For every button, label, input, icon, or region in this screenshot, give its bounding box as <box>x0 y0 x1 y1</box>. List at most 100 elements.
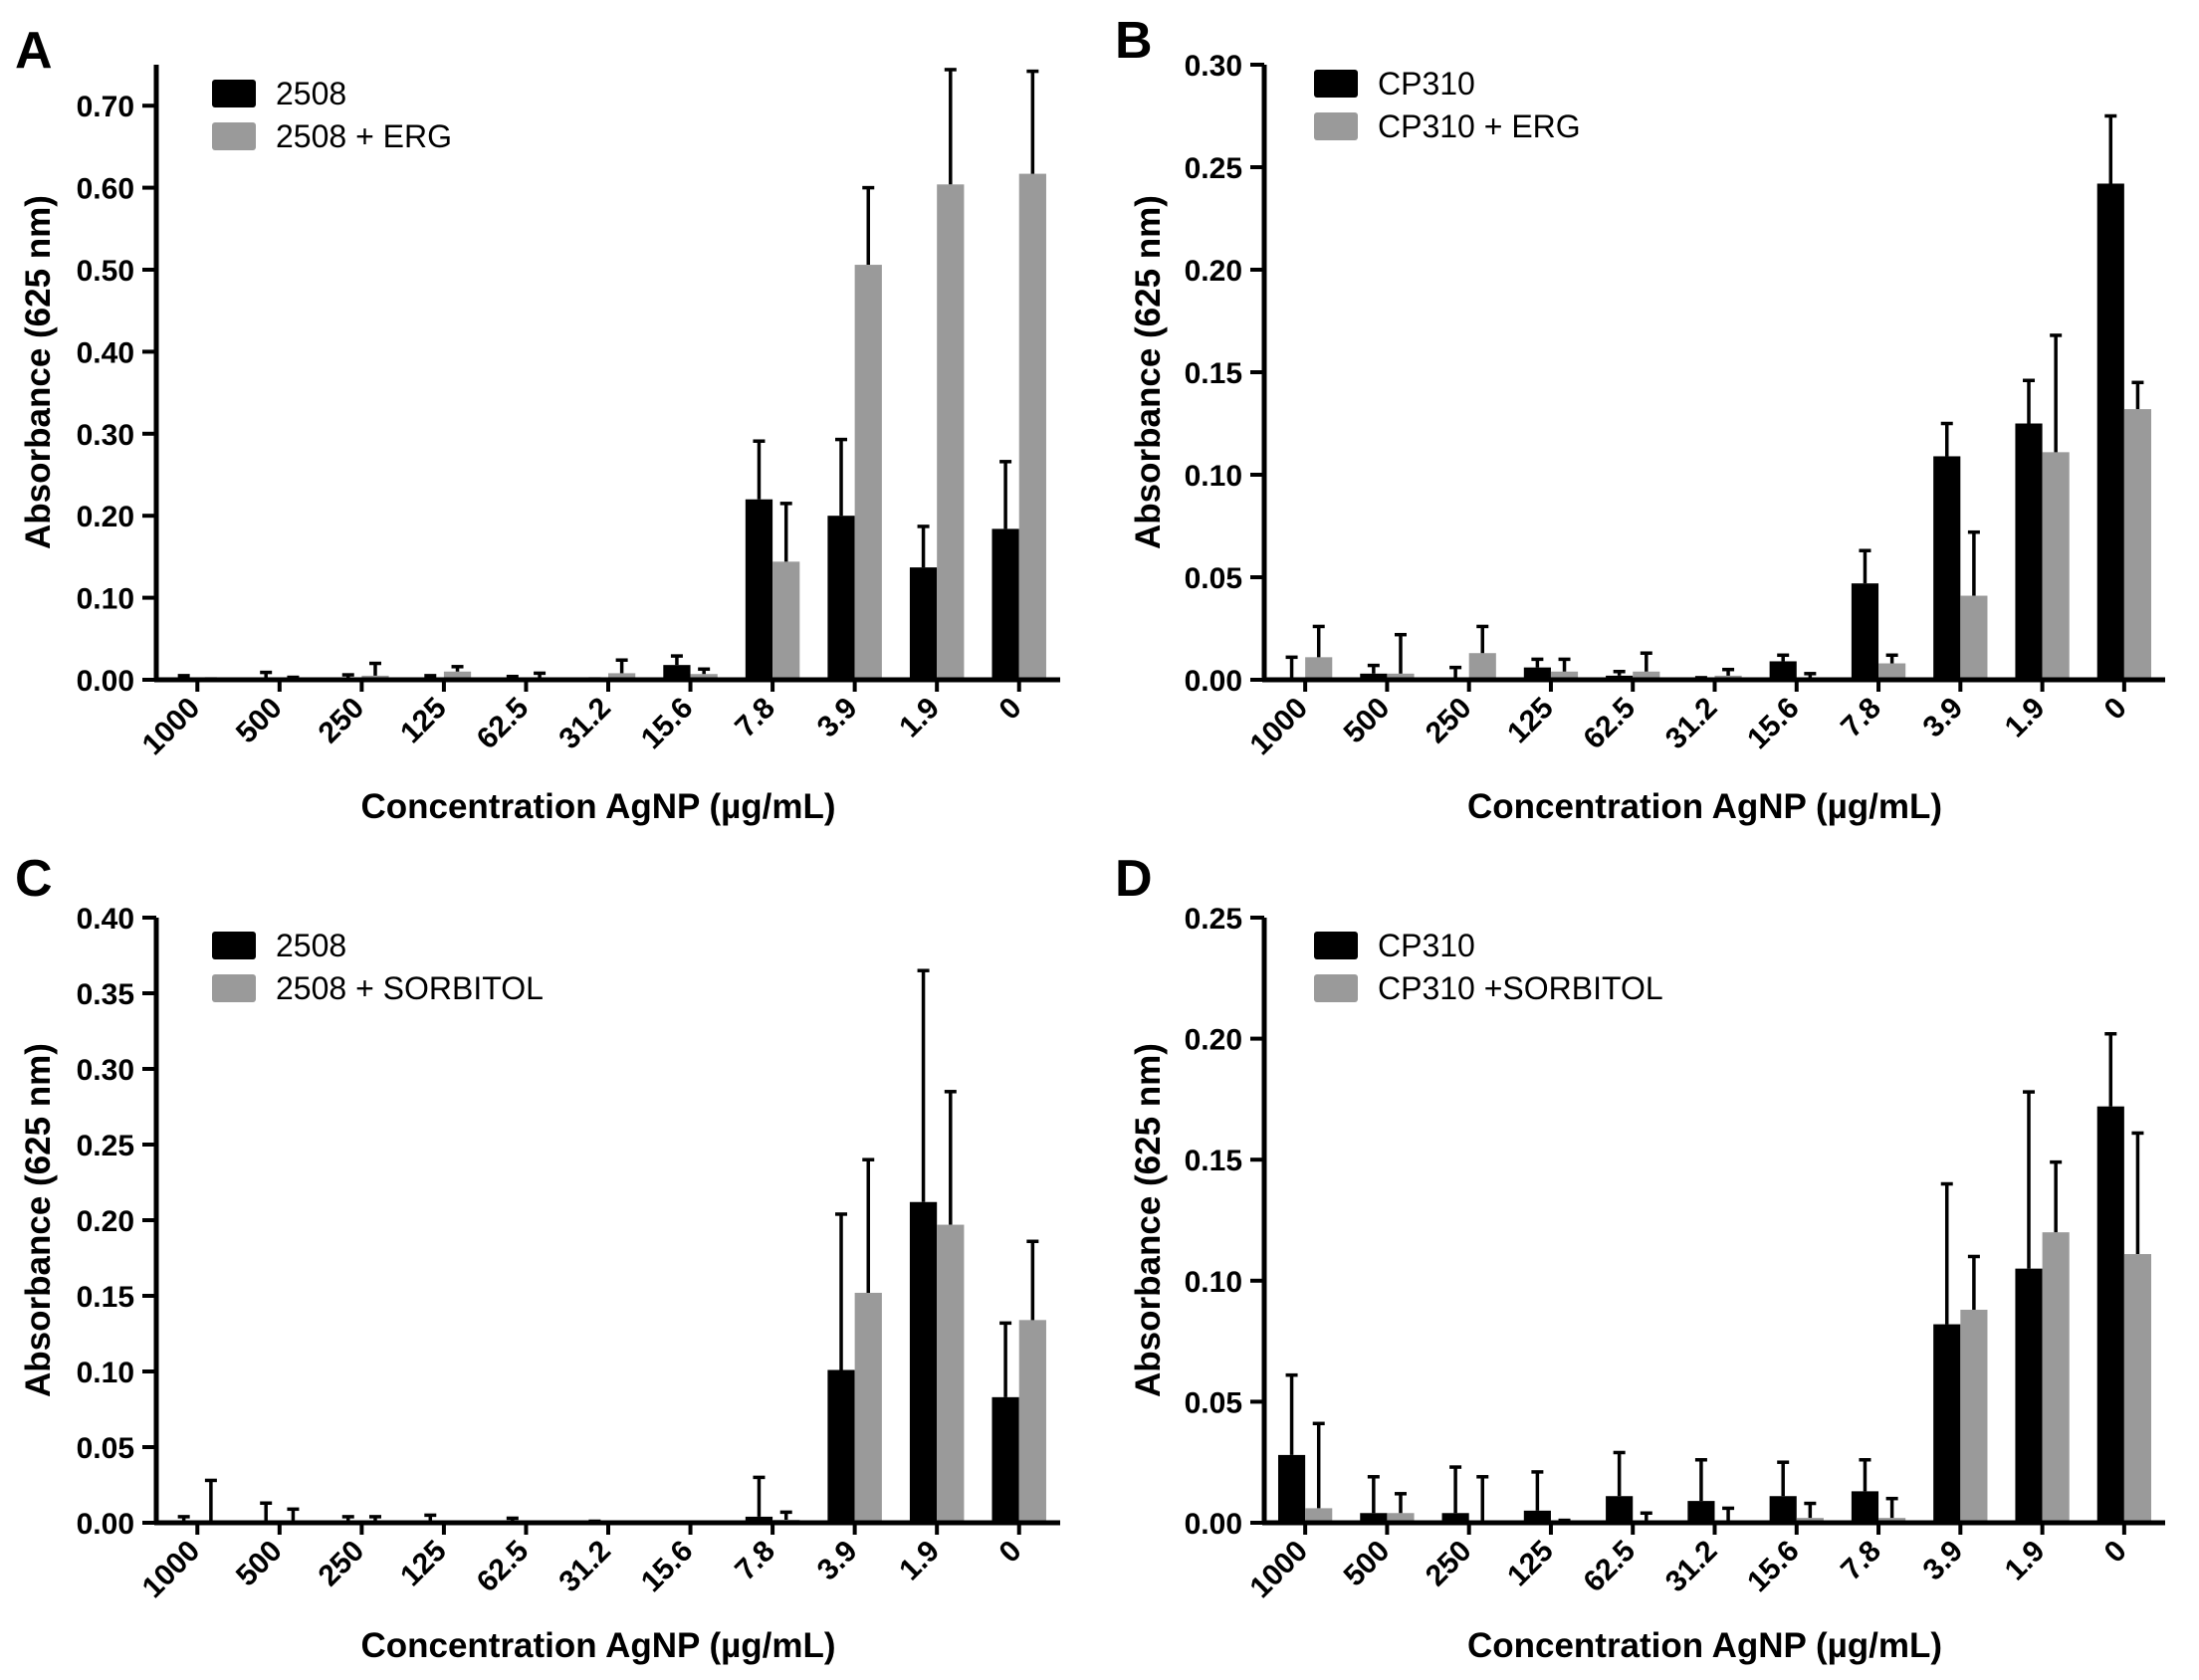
chart-panel-d: D 0.00 0.05 0.10 0.15 0.20 0.25 1000 500 250 125 62… <box>1115 850 2165 1665</box>
x-tick-label: 125 <box>1501 692 1560 750</box>
x-tick-label: 250 <box>1420 1535 1478 1593</box>
legend-swatch <box>212 80 256 107</box>
bar-d-s0-6 <box>1769 1496 1797 1523</box>
legend-label: CP310 + ERG <box>1378 108 1581 144</box>
panel-letter: A <box>15 22 53 80</box>
x-axis-title: Concentration AgNP (µg/mL) <box>360 787 835 826</box>
x-tick-label: 1000 <box>136 1535 207 1605</box>
y-tick-label: 0.20 <box>77 501 134 533</box>
bar-b-s1-2 <box>1468 653 1496 680</box>
bar-c-s0-7 <box>745 1516 773 1523</box>
bar-b-s1-10 <box>2123 409 2152 680</box>
bar-d-s0-9 <box>2015 1268 2043 1523</box>
x-tick-label: 3.9 <box>1916 1535 1969 1587</box>
x-tick-label: 31.2 <box>552 692 617 756</box>
bar-c-s0-10 <box>991 1396 1019 1523</box>
y-tick-label: 0.25 <box>1185 152 1242 185</box>
legend-label: 2508 + ERG <box>276 118 452 154</box>
x-tick-label: 1.9 <box>1999 692 2052 744</box>
bar-b-s0-9 <box>2015 423 2043 680</box>
bar-a-s0-6 <box>663 665 691 680</box>
x-tick-label: 62.5 <box>471 1535 536 1599</box>
bar-b-s0-8 <box>1933 456 1961 680</box>
bar-b-s1-3 <box>1550 671 1579 680</box>
bar-d-s1-9 <box>2042 1232 2070 1523</box>
x-tick-label: 125 <box>1501 1535 1560 1593</box>
bar-a-s1-10 <box>1018 173 1046 681</box>
y-tick-label: 0.40 <box>77 336 134 369</box>
y-tick-label: 0.05 <box>1185 1386 1242 1419</box>
legend-label: 2508 <box>276 928 346 963</box>
x-axis-title: Concentration AgNP (µg/mL) <box>360 1626 835 1665</box>
x-axis-title: Concentration AgNP (µg/mL) <box>1467 1626 1942 1665</box>
bar-b-s0-6 <box>1769 661 1797 680</box>
bar-c-s1-10 <box>1018 1320 1046 1523</box>
x-tick-label: 1.9 <box>893 1535 946 1587</box>
y-tick-label: 0.50 <box>77 255 134 288</box>
y-tick-label: 0.00 <box>1185 665 1242 698</box>
x-tick-label: 62.5 <box>471 692 536 756</box>
bar-d-s0-10 <box>2096 1106 2124 1523</box>
y-axis-title: Absorbance (625 nm) <box>19 1043 58 1397</box>
legend-swatch <box>212 932 256 959</box>
legend-swatch <box>1314 974 1358 1002</box>
y-tick-label: 0.00 <box>77 1508 134 1541</box>
x-tick-label: 250 <box>1420 692 1478 750</box>
chart-panel-a: A 0.00 0.10 0.20 0.30 0.40 0.50 0.60 0.70 1000 500… <box>15 22 1060 826</box>
bar-d-s1-1 <box>1387 1513 1415 1523</box>
bar-c-s0-8 <box>827 1369 855 1523</box>
bar-b-s0-7 <box>1851 583 1879 680</box>
y-tick-label: 0.05 <box>77 1432 134 1465</box>
bar-d-s1-10 <box>2123 1254 2152 1523</box>
x-tick-label: 7.8 <box>729 1535 781 1587</box>
x-tick-label: 15.6 <box>635 1535 700 1599</box>
y-tick-label: 0.25 <box>1185 903 1242 936</box>
bar-d-s0-1 <box>1360 1513 1388 1523</box>
y-axis-title: Absorbance (625 nm) <box>1129 1043 1168 1397</box>
x-tick-label: 0 <box>993 1535 1028 1570</box>
y-tick-label: 0.10 <box>1185 460 1242 493</box>
bar-a-s1-9 <box>937 184 965 680</box>
bar-b-s1-7 <box>1878 663 1906 680</box>
bar-a-s1-3 <box>443 671 472 680</box>
x-tick-label: 7.8 <box>1835 692 1887 744</box>
panel-letter: C <box>15 850 53 908</box>
bar-d-s0-2 <box>1441 1513 1469 1523</box>
bar-d-s1-8 <box>1960 1309 1988 1523</box>
y-tick-label: 0.00 <box>1185 1508 1242 1541</box>
x-tick-label: 500 <box>230 692 289 750</box>
y-tick-label: 0.10 <box>77 583 134 616</box>
x-tick-label: 3.9 <box>1916 692 1969 744</box>
y-tick-label: 0.15 <box>1185 1145 1242 1177</box>
bar-a-s0-10 <box>991 528 1019 680</box>
bar-b-s0-1 <box>1360 673 1388 680</box>
chart-panel-c: C 0.00 0.05 0.10 0.15 0.20 0.25 0.30 0.35 0.40 100… <box>15 850 1060 1665</box>
bar-b-s1-0 <box>1305 657 1333 680</box>
bar-d-s1-0 <box>1305 1508 1333 1523</box>
x-tick-label: 500 <box>1338 692 1397 750</box>
x-tick-label: 1.9 <box>1999 1535 2052 1587</box>
y-tick-label: 0.10 <box>77 1357 134 1389</box>
bar-d-s0-8 <box>1933 1324 1961 1523</box>
bar-a-s0-8 <box>827 516 855 680</box>
x-tick-label: 3.9 <box>811 692 864 744</box>
bar-b-s0-3 <box>1523 667 1551 680</box>
x-tick-label: 15.6 <box>1741 692 1806 756</box>
legend-label: 2508 + SORBITOL <box>276 970 544 1006</box>
x-tick-label: 7.8 <box>1835 1535 1887 1587</box>
y-tick-label: 0.15 <box>1185 357 1242 390</box>
x-tick-label: 1000 <box>1244 1535 1315 1605</box>
x-tick-label: 62.5 <box>1578 692 1643 756</box>
x-tick-label: 500 <box>230 1535 289 1593</box>
y-tick-label: 0.70 <box>77 91 134 123</box>
y-tick-label: 0.20 <box>77 1205 134 1238</box>
y-tick-label: 0.35 <box>77 978 134 1011</box>
y-tick-label: 0.60 <box>77 173 134 206</box>
x-tick-label: 1000 <box>136 692 207 762</box>
x-tick-label: 31.2 <box>1659 1535 1724 1599</box>
x-tick-label: 31.2 <box>552 1535 617 1599</box>
legend-label: CP310 <box>1378 928 1475 963</box>
panel-letter: B <box>1115 12 1153 70</box>
y-tick-label: 0.20 <box>1185 255 1242 288</box>
x-tick-label: 500 <box>1338 1535 1397 1593</box>
